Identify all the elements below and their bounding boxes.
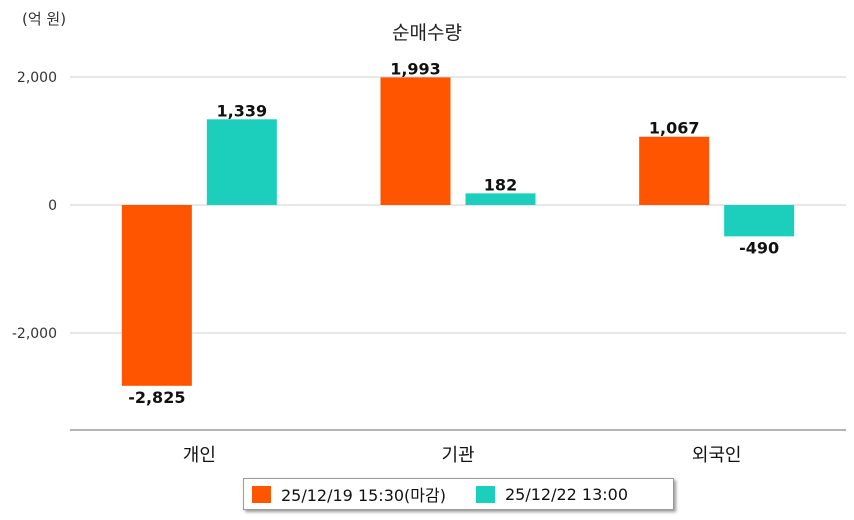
legend-item-series-2[interactable]: 25/12/22 13:00: [475, 484, 629, 504]
x-category-labels: 개인 기관 외국인: [183, 445, 742, 466]
y-tick-label: 0: [48, 198, 57, 214]
data-labels: -2,825 1,339 1,993 182 1,067 -490: [128, 59, 779, 406]
y-tick-label: 2,000: [17, 70, 57, 86]
data-label: 1,067: [649, 119, 700, 138]
legend-swatch-series-2: [475, 485, 495, 503]
legend-item-series-1[interactable]: 25/12/19 15:30(마감): [252, 482, 446, 506]
y-tick-labels: 2,000 0 -2,000: [12, 70, 57, 342]
bar[interactable]: [724, 205, 795, 237]
data-label: -490: [739, 238, 779, 257]
x-category-label: 외국인: [692, 445, 742, 466]
legend-label-series-1: 25/12/19 15:30(마감): [281, 486, 446, 505]
data-label: -2,825: [128, 388, 185, 407]
bar[interactable]: [639, 136, 710, 205]
legend: 25/12/19 15:30(마감) 25/12/22 13:00: [243, 478, 674, 510]
y-tick-label: -2,000: [12, 326, 57, 342]
x-category-label: 기관: [441, 445, 474, 466]
x-category-label: 개인: [183, 445, 216, 466]
bar[interactable]: [465, 193, 536, 205]
grid-lines: [70, 76, 846, 334]
chart-title: 순매수량: [392, 22, 462, 44]
data-label: 1,339: [217, 101, 268, 120]
bar[interactable]: [121, 205, 192, 386]
bars: [121, 77, 795, 386]
unit-label: (억 원): [22, 10, 67, 28]
bar[interactable]: [206, 119, 277, 205]
legend-label-series-2: 25/12/22 13:00: [504, 484, 629, 504]
bar[interactable]: [380, 77, 451, 205]
data-label: 182: [484, 175, 517, 194]
data-label: 1,993: [390, 59, 441, 78]
legend-swatch-series-1: [252, 485, 271, 503]
